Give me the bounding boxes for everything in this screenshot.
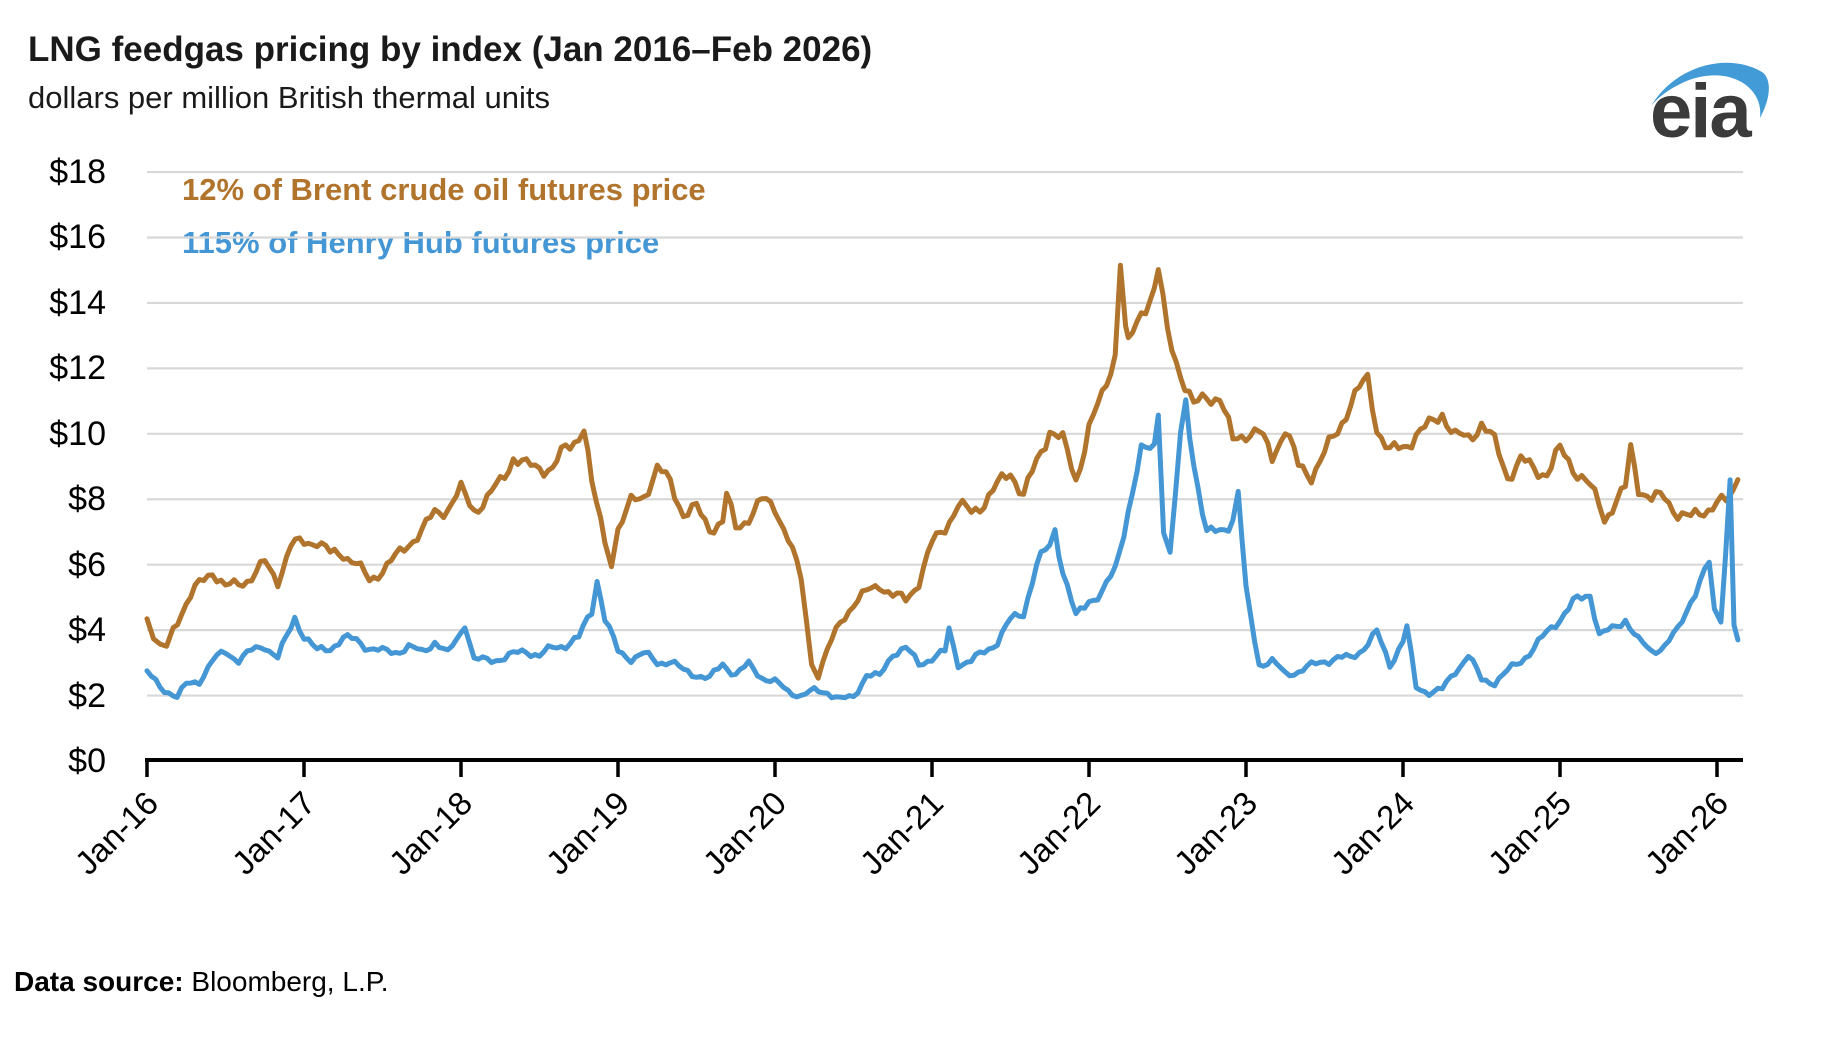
eia-swoosh-icon [1651, 62, 1769, 118]
y-axis-label: $14 [49, 283, 106, 322]
y-axis-label: $4 [68, 611, 106, 650]
y-axis-label: $10 [49, 414, 106, 453]
legend-item-henry-hub: 115% of Henry Hub futures price [182, 225, 660, 260]
data-source-text: Bloomberg, L.P. [183, 966, 389, 997]
y-axis-label: $8 [68, 480, 106, 519]
y-axis-label: $0 [68, 742, 106, 780]
footer: Data source: Bloomberg, L.P. [14, 966, 389, 998]
eia-logo: eia [1646, 52, 1826, 172]
series-line-brent [144, 262, 1741, 681]
page-title: LNG feedgas pricing by index (Jan 2016–F… [28, 30, 873, 69]
series-line-henry-hub [144, 397, 1741, 701]
legend-item-brent: 12% of Brent crude oil futures price [182, 172, 706, 207]
eia-logo-text: eia [1650, 69, 1752, 154]
y-axis-label: $12 [49, 349, 106, 388]
chart-legend: 12% of Brent crude oil futures price 115… [182, 163, 706, 269]
y-axis-label: $6 [68, 545, 106, 584]
y-axis-label: $2 [68, 676, 106, 715]
y-axis-label: $18 [49, 153, 106, 192]
y-axis-label: $16 [49, 218, 106, 257]
page-subtitle: dollars per million British thermal unit… [28, 80, 551, 115]
data-source-label: Data source: [14, 966, 184, 997]
